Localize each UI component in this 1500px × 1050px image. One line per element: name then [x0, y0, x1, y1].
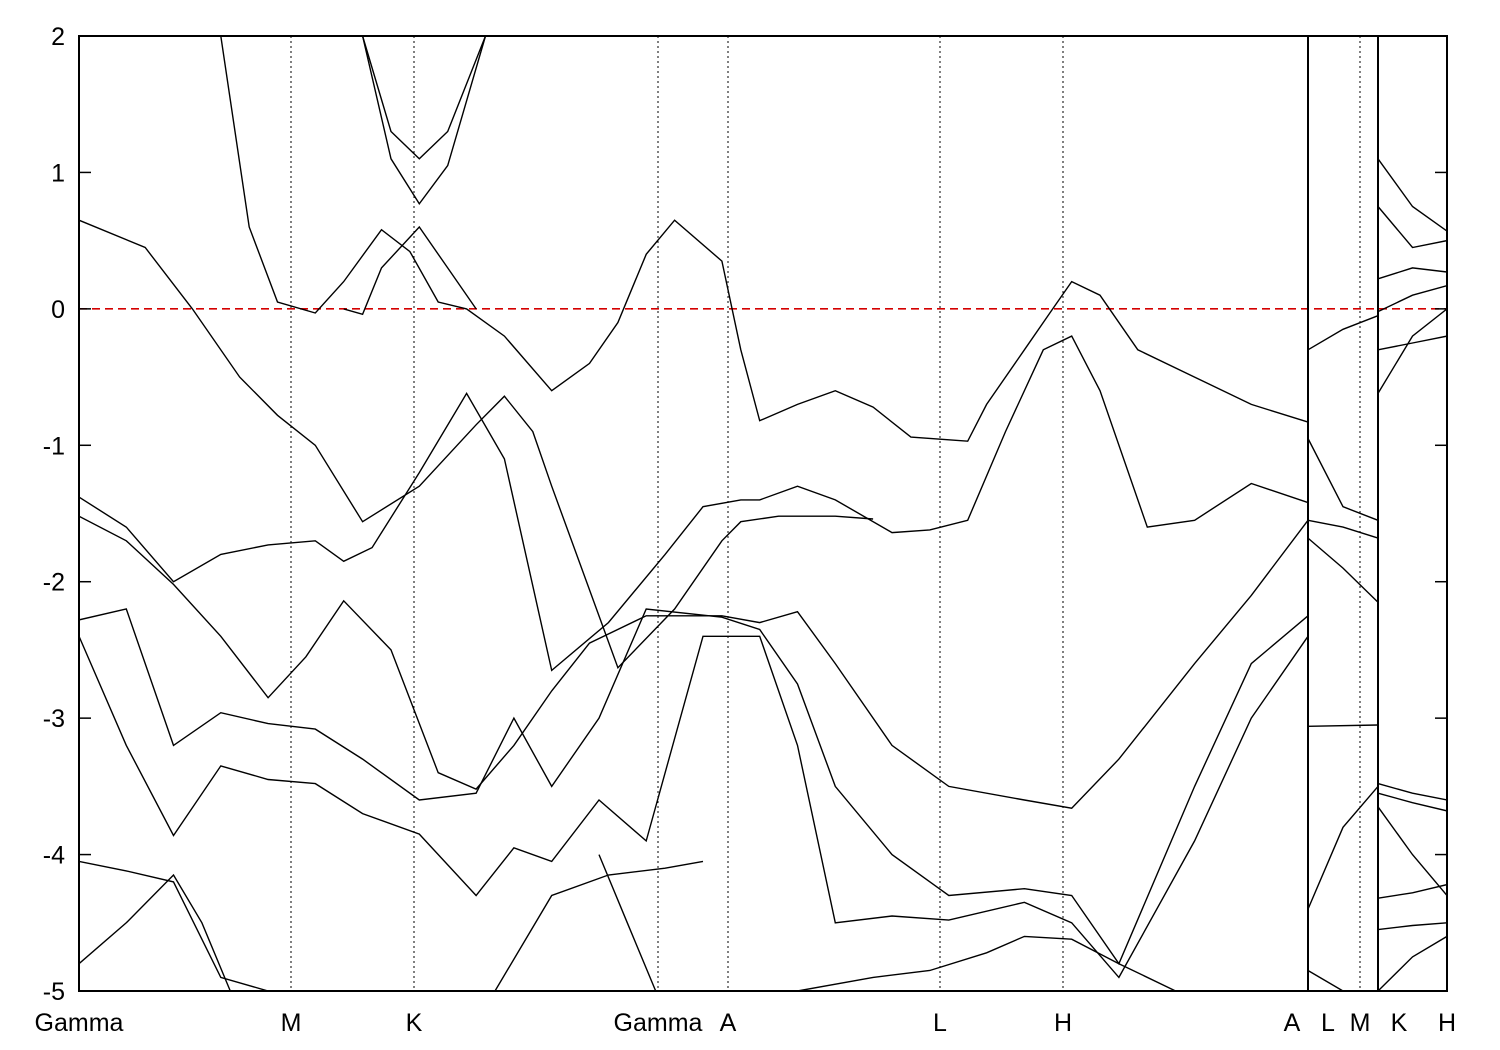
- band-line-kh: [1377, 922, 1447, 931]
- x-tick-label: Gamma: [614, 1009, 703, 1037]
- x-tick-label: L: [933, 1009, 947, 1037]
- y-tick-label: -2: [43, 569, 65, 597]
- band-line: [361, 36, 487, 206]
- y-tick-label: -3: [43, 705, 65, 733]
- band-line: [79, 335, 1309, 672]
- band-line: [79, 608, 1309, 966]
- x-tick-label: M: [1350, 1009, 1371, 1037]
- x-tick-label: A: [1284, 1009, 1301, 1037]
- band-line-lm: [1307, 785, 1379, 910]
- band-line-kh: [1377, 792, 1447, 812]
- y-tick-label: 1: [51, 159, 65, 187]
- band-lines: [79, 36, 1447, 991]
- y-tick-label: -5: [43, 978, 65, 1006]
- x-tick-label: M: [281, 1009, 302, 1037]
- x-tick-label: K: [1391, 1009, 1408, 1037]
- band-line: [494, 860, 704, 991]
- y-tick-label: 2: [51, 23, 65, 51]
- y-tick-label: -1: [43, 432, 65, 460]
- x-tick-label: A: [720, 1009, 737, 1037]
- band-line: [79, 515, 1309, 809]
- band-line-lm: [1307, 315, 1379, 351]
- y-axis-ticks: -5 -4 -3 -2 -1 0 1 2: [43, 23, 1447, 1006]
- band-line-lm: [1307, 519, 1379, 539]
- band-line: [598, 854, 657, 991]
- band-line-lm: [1307, 724, 1379, 727]
- band-line: [79, 219, 874, 669]
- band-line-kh: [1377, 158, 1447, 232]
- band-line: [220, 36, 1309, 442]
- band-line: [343, 225, 477, 316]
- plot-border: [78, 35, 1448, 992]
- band-line-kh: [1377, 935, 1447, 991]
- y-tick-label: -4: [43, 842, 65, 870]
- x-tick-label: K: [406, 1009, 423, 1037]
- band-line-lm: [1307, 537, 1379, 603]
- x-tick-label: Gamma: [35, 1009, 124, 1037]
- band-line: [797, 935, 1176, 991]
- k-point-lines: [290, 36, 1361, 991]
- band-line-kh: [1377, 267, 1447, 280]
- x-tick-label: H: [1438, 1009, 1456, 1037]
- band-line-kh: [1377, 308, 1447, 394]
- band-line-kh: [1377, 206, 1447, 249]
- band-line-kh: [1377, 806, 1447, 896]
- band-line-lm: [1307, 438, 1379, 521]
- plot-frame: [78, 35, 1448, 992]
- band-line: [361, 36, 487, 160]
- band-line: [79, 635, 1309, 979]
- y-tick-label: 0: [51, 296, 65, 324]
- band-line-kh: [1377, 285, 1447, 313]
- band-line-kh: [1377, 883, 1447, 899]
- x-tick-label: L: [1321, 1009, 1335, 1037]
- band-line-kh: [1377, 335, 1447, 351]
- x-axis-ticks: Gamma M K Gamma A L H A L M K H: [35, 1009, 1456, 1037]
- band-line-lm: [1307, 969, 1344, 991]
- band-line: [79, 860, 269, 991]
- x-tick-label: H: [1054, 1009, 1072, 1037]
- band-line-kh: [1377, 782, 1447, 801]
- band-line: [79, 873, 231, 991]
